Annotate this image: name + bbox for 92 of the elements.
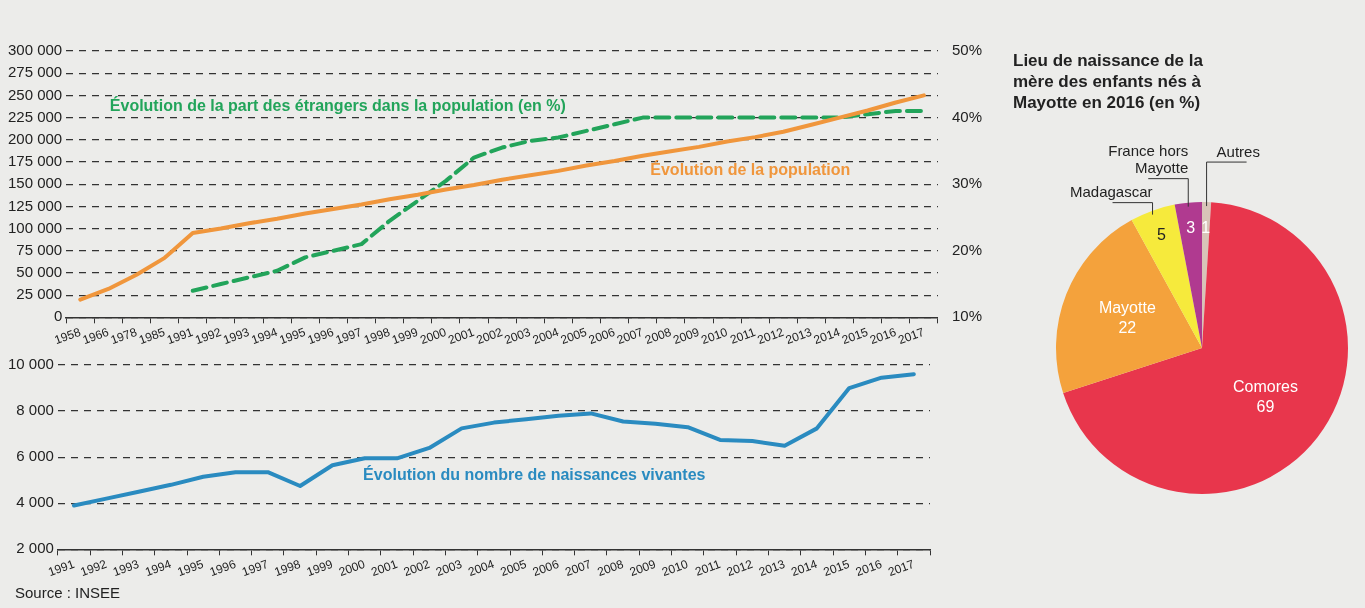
- data-label: 22: [1118, 318, 1137, 336]
- x-tick-label: 1992: [193, 324, 224, 348]
- y2-tick-label: 10%: [951, 307, 983, 325]
- slice-label: France hors Mayotte: [1108, 142, 1189, 177]
- x-tick-label: 1958: [52, 324, 83, 348]
- x-tick-label: 2017: [886, 556, 917, 580]
- data-label: 5: [1156, 225, 1166, 243]
- y2-tick-label: 30%: [951, 174, 983, 192]
- x-tick-label: 1999: [390, 324, 421, 348]
- x-tick-label: 1997: [333, 324, 364, 348]
- x-tick-label: 2011: [693, 556, 723, 579]
- x-tick-label: 2014: [789, 556, 820, 580]
- x-tick-label: 1999: [304, 556, 335, 580]
- x-tick-label: 2017: [896, 324, 927, 348]
- y-tick-label: 250 000: [7, 85, 63, 103]
- y2-tick-label: 50%: [951, 41, 983, 59]
- x-tick-label: 1996: [305, 324, 336, 348]
- x-tick-label: 2011: [728, 324, 758, 347]
- chart-title: Lieu de naissance de la mère des enfants nés à Mayotte en 2016 (en %): [1013, 50, 1204, 113]
- data-label: 69: [1256, 397, 1275, 415]
- x-tick-label: 1997: [240, 556, 271, 580]
- x-tick-label: 1978: [108, 324, 139, 348]
- source-note: Source : INSEE: [15, 584, 121, 601]
- x-tick-label: 2013: [756, 556, 788, 580]
- y-tick-label: 10 000: [7, 355, 54, 373]
- y-tick-label: 100 000: [7, 218, 63, 236]
- x-tick-label: 1991: [46, 556, 77, 580]
- x-tick-label: 2015: [821, 556, 852, 580]
- x-tick-label: 2003: [433, 556, 465, 580]
- x-tick-label: 1993: [110, 556, 142, 580]
- x-tick-label: 1998: [272, 556, 303, 580]
- y2-tick-label: 40%: [951, 107, 983, 125]
- x-tick-label: 2002: [474, 324, 505, 348]
- x-tick-label: 2008: [595, 556, 626, 580]
- x-tick-label: 2005: [498, 556, 529, 580]
- x-tick-label: 1996: [207, 556, 238, 580]
- x-tick-label: 1991: [165, 324, 196, 348]
- x-tick-label: 2009: [671, 324, 702, 348]
- x-tick-label: 2009: [627, 556, 658, 580]
- x-tick-label: 2004: [530, 324, 561, 348]
- x-tick-label: 2012: [755, 324, 786, 348]
- x-tick-label: 2000: [337, 556, 368, 580]
- y-tick-label: 6 000: [16, 447, 54, 465]
- y-tick-label: 275 000: [7, 63, 63, 81]
- x-tick-label: 2001: [446, 324, 477, 348]
- x-tick-label: 2003: [502, 324, 533, 348]
- x-tick-label: 1994: [143, 556, 174, 580]
- slice-label: Mayotte: [1098, 298, 1156, 316]
- x-tick-label: 2002: [401, 556, 432, 580]
- x-tick-label: 2012: [724, 556, 755, 580]
- x-tick-label: 1985: [136, 324, 168, 348]
- y-tick-label: 200 000: [7, 129, 63, 147]
- x-tick-label: 2005: [558, 324, 589, 348]
- x-tick-label: 2007: [563, 556, 594, 580]
- y-tick-label: 8 000: [16, 401, 54, 419]
- series-label: Évolution du nombre de naissances vivantes: [363, 465, 706, 484]
- y-tick-label: 0: [53, 307, 63, 325]
- y-tick-label: 225 000: [7, 107, 63, 125]
- y2-tick-label: 20%: [951, 240, 983, 258]
- x-tick-label: 2001: [369, 556, 400, 580]
- x-tick-label: 1994: [249, 324, 280, 348]
- x-tick-label: 2004: [466, 556, 497, 580]
- y-tick-label: 50 000: [16, 263, 63, 281]
- x-tick-label: 2016: [853, 556, 885, 580]
- series-label: Évolution de la part des étrangers dans la population (en %): [109, 96, 566, 115]
- x-tick-label: 1995: [277, 324, 308, 348]
- y-tick-label: 25 000: [16, 285, 63, 303]
- x-tick-label: 2010: [699, 324, 730, 348]
- x-tick-label: 1993: [221, 324, 252, 348]
- data-label: 3: [1186, 219, 1196, 237]
- x-tick-label: 1966: [80, 324, 111, 348]
- slice-label: Comores: [1233, 377, 1298, 395]
- x-tick-label: 2010: [660, 556, 691, 580]
- slice-label: Madagascar: [1070, 183, 1153, 201]
- slice-label: Autres: [1216, 142, 1260, 160]
- series-label: Évolution de la population: [650, 160, 851, 179]
- x-tick-label: 1995: [175, 556, 206, 580]
- y-tick-label: 4 000: [16, 493, 54, 511]
- y-tick-label: 75 000: [16, 240, 63, 258]
- y-tick-label: 125 000: [7, 196, 63, 214]
- x-tick-label: 1998: [361, 324, 393, 348]
- x-tick-label: 2000: [418, 324, 449, 348]
- y-tick-label: 2 000: [16, 539, 54, 557]
- x-tick-label: 1992: [78, 556, 109, 580]
- y-tick-label: 300 000: [7, 41, 63, 59]
- data-label: 1: [1201, 218, 1211, 236]
- y-tick-label: 150 000: [7, 174, 63, 192]
- x-tick-label: 2013: [783, 324, 814, 348]
- x-tick-label: 2016: [868, 324, 899, 348]
- y-tick-label: 175 000: [7, 152, 63, 170]
- x-tick-label: 2006: [530, 556, 561, 580]
- x-tick-label: 2008: [643, 324, 674, 348]
